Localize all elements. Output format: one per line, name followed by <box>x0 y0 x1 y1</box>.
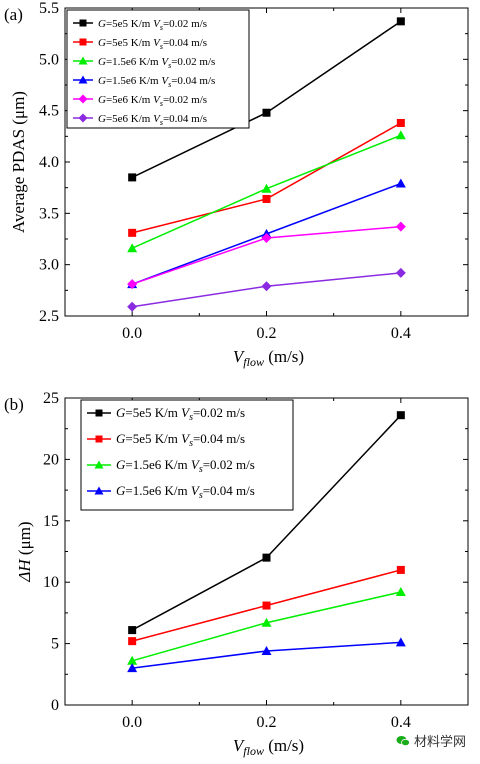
data-point <box>127 279 138 290</box>
data-point <box>396 411 405 420</box>
legend-entry-4: G=1.5e6 K/m Vs=0.04 m/s <box>116 483 255 501</box>
data-point <box>127 243 138 253</box>
x-axis-title: Vflow (m/s) <box>233 347 304 369</box>
data-point <box>396 565 405 574</box>
y-tick-label: 10 <box>43 574 59 591</box>
y-tick-label: 25 <box>43 390 59 407</box>
legend-entry-1: G=5e5 K/m Vs=0.02 m/s <box>98 18 207 32</box>
data-point <box>395 178 406 188</box>
legend-entry-2: G=5e5 K/m Vs=0.04 m/s <box>98 37 207 51</box>
y-tick-label: 15 <box>43 513 59 530</box>
series-line-2 <box>131 122 402 234</box>
x-tick-label: 0.2 <box>257 325 277 342</box>
x-tick-label: 0.4 <box>391 325 411 342</box>
data-point <box>127 655 138 665</box>
data-point <box>127 663 138 673</box>
data-point <box>261 645 272 655</box>
y-tick-label: 4.5 <box>39 103 59 120</box>
data-point <box>395 637 406 647</box>
data-point <box>396 118 405 127</box>
y-tick-label: 5 <box>51 636 59 653</box>
data-point <box>395 130 406 140</box>
chart-panel-b: 0 5 10 15 20 25 0.0 0.2 0.4 (b) Vflow (m/s) ΔH (μm)… <box>4 390 469 758</box>
legend-marker <box>94 486 104 495</box>
y-tick-label: 3.5 <box>39 205 59 222</box>
x-axis-title: Vflow (m/s) <box>233 736 304 758</box>
y-tick-label: 0 <box>51 697 59 714</box>
legend: G=5e5 K/m Vs=0.02 m/s G=5e5 K/m Vs=0.04 m… <box>66 9 250 129</box>
data-point <box>262 553 271 562</box>
legend-marker <box>78 56 88 65</box>
data-point <box>395 267 406 278</box>
data-point <box>395 221 406 232</box>
y-tick-label: 20 <box>43 451 59 468</box>
data-point <box>261 617 272 627</box>
legend-entry-3: G=1.5e6 K/m Vs=0.02 m/s <box>98 56 215 70</box>
y-tick-label: 5.5 <box>39 0 59 17</box>
panel-label: (a) <box>4 5 23 24</box>
watermark-text: 材料学网 <box>413 735 466 750</box>
panel-label: (b) <box>4 395 24 414</box>
data-point <box>128 173 137 182</box>
legend-entry-1: G=5e5 K/m Vs=0.02 m/s <box>116 405 245 423</box>
x-tick-label: 0.0 <box>122 325 142 342</box>
legend-marker <box>78 75 88 84</box>
x-tick-label: 0.2 <box>257 714 277 731</box>
y-tick-label: 4.0 <box>39 154 59 171</box>
legend-marker <box>79 19 87 27</box>
legend-marker <box>78 113 88 123</box>
data-point <box>128 637 137 646</box>
data-point <box>262 601 271 610</box>
x-tick-label: 0.4 <box>391 714 411 731</box>
data-point <box>396 17 405 26</box>
data-point <box>261 183 272 193</box>
legend-entry-6: G=5e6 K/m Vs=0.04 m/s <box>98 113 207 127</box>
legend-box <box>80 399 294 511</box>
data-point <box>395 587 406 597</box>
legend-marker <box>78 94 88 104</box>
data-point <box>262 194 271 203</box>
legend-entry-4: G=1.5e6 K/m Vs=0.04 m/s <box>98 75 215 89</box>
legend-entry-2: G=5e5 K/m Vs=0.04 m/s <box>116 431 245 449</box>
legend-marker <box>79 38 87 46</box>
legend-box <box>66 9 250 129</box>
watermark: 材料学网 <box>396 731 466 750</box>
x-tick-label: 0.0 <box>122 714 142 731</box>
y-axis-title: ΔH (μm) <box>15 521 34 582</box>
y-tick-label: 5.0 <box>39 51 59 68</box>
data-point <box>127 301 138 312</box>
y-tick-label: 2.5 <box>39 308 59 325</box>
y-axis-title: Average PDAS (μm) <box>9 91 28 233</box>
legend-entry-3: G=1.5e6 K/m Vs=0.02 m/s <box>116 457 255 475</box>
legend-marker <box>95 409 103 417</box>
legend-entry-5: G=5e6 K/m Vs=0.02 m/s <box>98 94 207 108</box>
data-point <box>261 232 272 243</box>
chart-panel-a: 2.5 3.0 3.5 4.0 4.5 5.0 5.5 0.0 0.2 0.4 (a) Vflow (… <box>4 0 469 369</box>
legend-marker <box>94 460 104 469</box>
data-point <box>262 108 271 117</box>
legend: G=5e5 K/m Vs=0.02 m/s G=5e5 K/m Vs=0.04 m… <box>80 399 294 511</box>
y-tick-label: 3.0 <box>39 257 59 274</box>
data-point <box>261 281 272 292</box>
data-point <box>128 228 137 237</box>
data-point <box>128 626 137 635</box>
wechat-icon <box>396 735 410 746</box>
legend-marker <box>95 435 103 443</box>
